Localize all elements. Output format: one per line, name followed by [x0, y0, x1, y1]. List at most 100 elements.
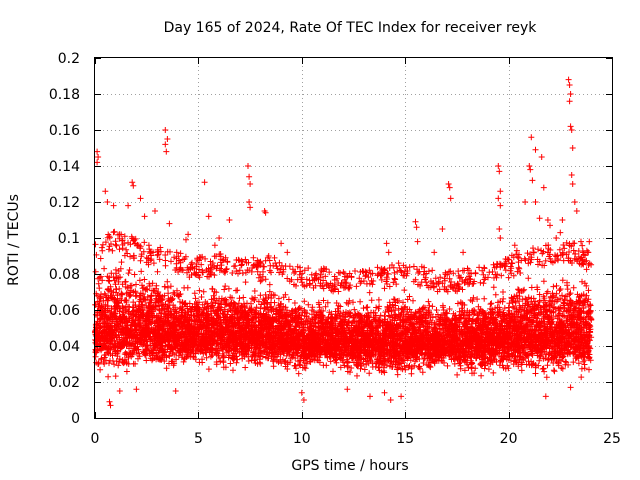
data-point: [101, 354, 108, 361]
data-point: [118, 259, 125, 266]
data-point: [116, 308, 123, 315]
data-point: [302, 365, 309, 372]
data-point: [171, 291, 178, 298]
data-point: [108, 328, 115, 335]
data-point: [236, 295, 243, 302]
data-point: [132, 235, 139, 242]
data-point: [266, 281, 273, 288]
data-point: [123, 290, 130, 297]
data-point: [107, 351, 114, 357]
data-point: [113, 358, 120, 365]
data-point: [138, 268, 145, 275]
data-point: [92, 301, 99, 308]
data-point: [97, 295, 104, 302]
data-point: [130, 288, 137, 295]
data-point: [135, 346, 142, 353]
data-point: [177, 304, 184, 311]
data-point: [119, 304, 126, 311]
data-point: [168, 346, 175, 353]
data-point: [138, 253, 145, 260]
data-point: [158, 339, 165, 346]
data-point: [104, 297, 111, 304]
data-point: [173, 249, 180, 256]
data-point: [125, 239, 131, 246]
data-point: [99, 241, 106, 248]
data-point: [157, 248, 164, 255]
data-point: [155, 289, 162, 295]
data-point: [291, 300, 298, 306]
data-point: [166, 302, 173, 308]
data-point: [112, 241, 119, 248]
data-point: [162, 262, 169, 269]
data-point: [104, 273, 111, 280]
data-point: [140, 295, 147, 302]
data-point: [139, 332, 146, 339]
data-point: [97, 366, 104, 373]
data-point: [97, 338, 104, 345]
data-point: [150, 260, 157, 267]
data-point: [97, 255, 104, 262]
data-point: [125, 309, 132, 315]
data-point: [170, 362, 177, 369]
data-point: [116, 246, 123, 253]
data-point: [97, 294, 104, 301]
data-point: [148, 310, 155, 316]
data-point: [394, 371, 401, 378]
data-point: [242, 364, 249, 371]
data-point: [139, 327, 146, 334]
data-point: [125, 314, 132, 321]
data-point: [130, 255, 137, 262]
data-point: [136, 302, 142, 309]
data-point: [157, 326, 163, 333]
data-point: [177, 264, 184, 271]
data-point: [123, 324, 130, 331]
data-point: [111, 361, 118, 368]
data-point: [101, 265, 108, 272]
data-point: [337, 270, 344, 276]
data-point: [95, 275, 102, 282]
data-point: [99, 277, 106, 284]
data-point: [133, 327, 140, 334]
data-point: [102, 351, 109, 358]
data-point: [102, 239, 109, 246]
data-point: [105, 287, 112, 294]
data-point: [166, 352, 172, 359]
data-point: [364, 304, 371, 311]
data-point: [145, 324, 152, 331]
data-point: [222, 283, 229, 290]
data-point: [148, 306, 155, 313]
data-point: [159, 347, 166, 354]
data-point: [198, 294, 205, 300]
data-point: [368, 297, 375, 304]
data-point: [117, 274, 124, 281]
data-point: [98, 346, 105, 353]
data-point: [110, 229, 117, 236]
data-point: [180, 358, 187, 365]
data-point: [114, 302, 121, 309]
data-point: [115, 362, 122, 369]
data-point: [381, 313, 388, 320]
data-point: [167, 248, 173, 255]
data-point: [234, 287, 241, 294]
data-point: [177, 250, 184, 257]
data-point: [168, 311, 175, 318]
data-point: [162, 257, 169, 264]
data-point: [205, 366, 212, 373]
data-point: [156, 256, 163, 263]
data-point: [164, 284, 171, 291]
data-point: [162, 301, 169, 308]
data-point: [181, 284, 188, 291]
data-point: [391, 269, 398, 276]
data-point: [357, 298, 364, 305]
data-point: [161, 310, 168, 317]
data-point: [115, 278, 122, 285]
data-point: [176, 292, 183, 298]
data-point: [230, 367, 236, 374]
data-point: [150, 312, 157, 319]
data-point: [366, 289, 373, 296]
data-point: [92, 268, 99, 275]
data-point: [92, 353, 99, 360]
data-point: [105, 231, 112, 238]
data-point: [128, 340, 135, 347]
